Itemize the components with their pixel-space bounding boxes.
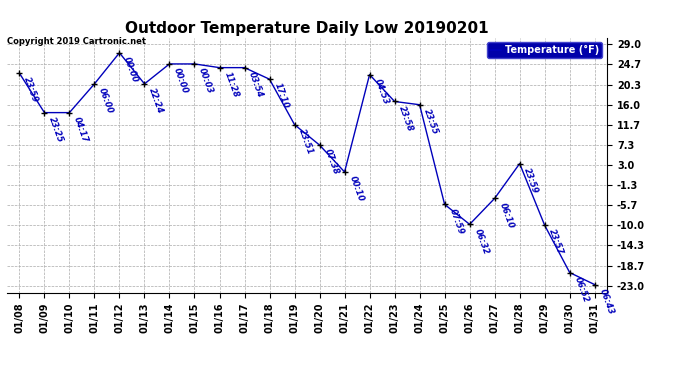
Title: Outdoor Temperature Daily Low 20190201: Outdoor Temperature Daily Low 20190201 bbox=[126, 21, 489, 36]
Text: 04:17: 04:17 bbox=[72, 116, 90, 144]
Text: 11:28: 11:28 bbox=[222, 70, 240, 99]
Text: 04:53: 04:53 bbox=[373, 77, 390, 106]
Text: 06:10: 06:10 bbox=[497, 201, 515, 229]
Text: 00:10: 00:10 bbox=[347, 175, 365, 203]
Text: 23:25: 23:25 bbox=[47, 116, 65, 144]
Text: 07:38: 07:38 bbox=[322, 148, 340, 176]
Text: Copyright 2019 Cartronic.net: Copyright 2019 Cartronic.net bbox=[7, 38, 146, 46]
Legend: Temperature (°F): Temperature (°F) bbox=[486, 42, 602, 58]
Text: 23:58: 23:58 bbox=[397, 104, 415, 133]
Text: 00:00: 00:00 bbox=[122, 56, 140, 84]
Text: 17:10: 17:10 bbox=[273, 82, 290, 110]
Text: 06:32: 06:32 bbox=[473, 227, 490, 255]
Text: 07:59: 07:59 bbox=[447, 207, 465, 236]
Text: 00:03: 00:03 bbox=[197, 67, 215, 95]
Text: 06:52: 06:52 bbox=[573, 275, 590, 304]
Text: 00:00: 00:00 bbox=[172, 67, 190, 95]
Text: 23:55: 23:55 bbox=[422, 108, 440, 136]
Text: 23:51: 23:51 bbox=[297, 128, 315, 156]
Text: 23:59: 23:59 bbox=[22, 76, 40, 104]
Text: 06:43: 06:43 bbox=[598, 287, 615, 316]
Text: 03:54: 03:54 bbox=[247, 70, 265, 99]
Text: 23:59: 23:59 bbox=[522, 166, 540, 195]
Text: 22:24: 22:24 bbox=[147, 87, 165, 115]
Text: 06:00: 06:00 bbox=[97, 87, 115, 115]
Text: 23:57: 23:57 bbox=[547, 228, 565, 256]
